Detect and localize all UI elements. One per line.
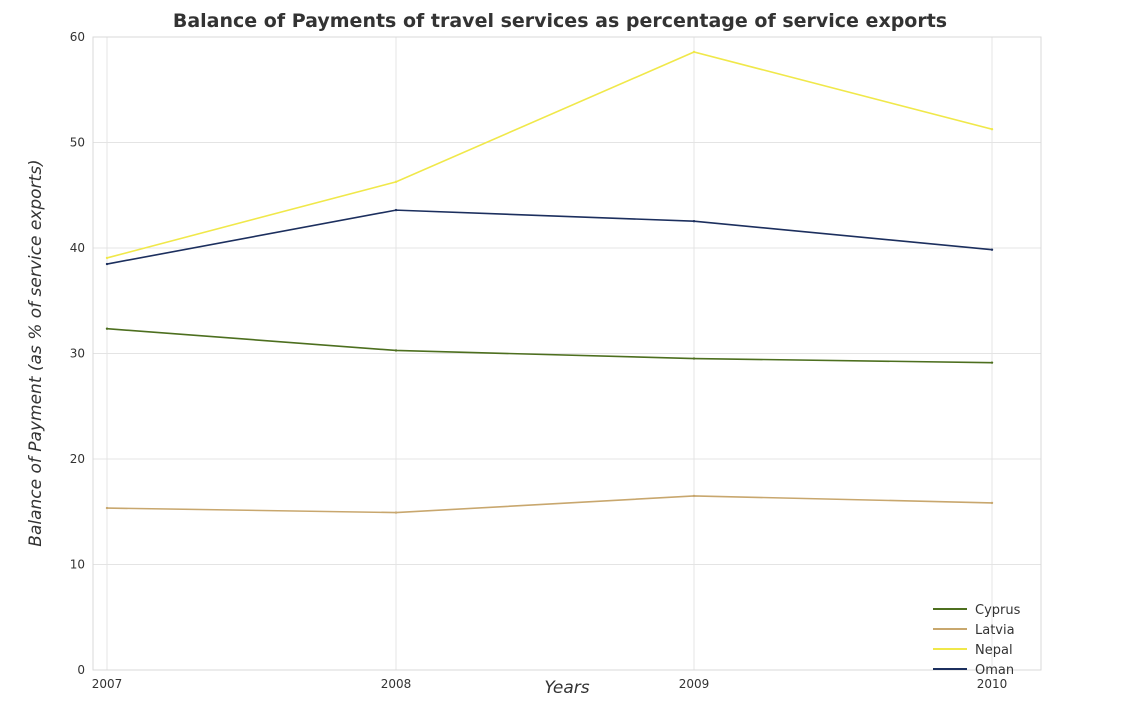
series-lines <box>105 50 994 514</box>
y-tick-label: 20 <box>70 452 85 466</box>
legend-label: Cyprus <box>975 603 1021 618</box>
data-point-oman <box>394 208 398 212</box>
x-axis-label: Years <box>544 678 589 698</box>
y-tick-label: 30 <box>70 347 85 361</box>
x-tick-label: 2009 <box>679 677 710 691</box>
legend-label: Latvia <box>975 623 1015 638</box>
series-line-latvia <box>106 495 993 514</box>
data-point-latvia <box>692 494 696 498</box>
data-point-cyprus <box>105 327 109 330</box>
data-point-oman <box>990 248 994 251</box>
y-axis-label: Balance of Payment (as % of service expo… <box>26 159 46 546</box>
plot-frame <box>92 36 1042 671</box>
y-tick-label: 60 <box>70 30 85 44</box>
data-point-latvia <box>394 511 398 514</box>
series-line-cyprus <box>106 327 993 364</box>
data-point-cyprus <box>990 361 994 364</box>
x-tick-label: 2008 <box>381 677 412 691</box>
x-tick-label: 2010 <box>977 677 1008 691</box>
series-line-nepal <box>106 51 993 259</box>
tick-labels: 0 10 20 30 40 50 60 2007 2008 2009 2010 <box>70 30 1008 691</box>
data-point-nepal <box>394 180 398 184</box>
data-point-oman <box>692 220 696 223</box>
legend-label: Oman <box>975 663 1014 678</box>
y-tick-label: 0 <box>77 663 85 677</box>
y-tick-label: 50 <box>70 136 85 150</box>
data-point-oman <box>105 262 109 266</box>
data-point-nepal <box>105 256 109 260</box>
data-point-cyprus <box>394 349 398 352</box>
data-point-nepal <box>990 128 994 131</box>
y-tick-label: 10 <box>70 558 85 572</box>
grid <box>93 36 1041 671</box>
data-point-cyprus <box>692 357 696 360</box>
x-tick-label: 2007 <box>92 677 123 691</box>
legend: Cyprus Latvia Nepal Oman <box>933 603 1021 678</box>
data-point-latvia <box>105 506 109 510</box>
legend-label: Nepal <box>975 643 1013 658</box>
data-point-nepal <box>692 50 696 54</box>
chart-title: Balance of Payments of travel services a… <box>173 10 947 32</box>
data-point-latvia <box>990 501 994 505</box>
series-line-oman <box>106 209 993 265</box>
y-tick-label: 40 <box>70 241 85 255</box>
